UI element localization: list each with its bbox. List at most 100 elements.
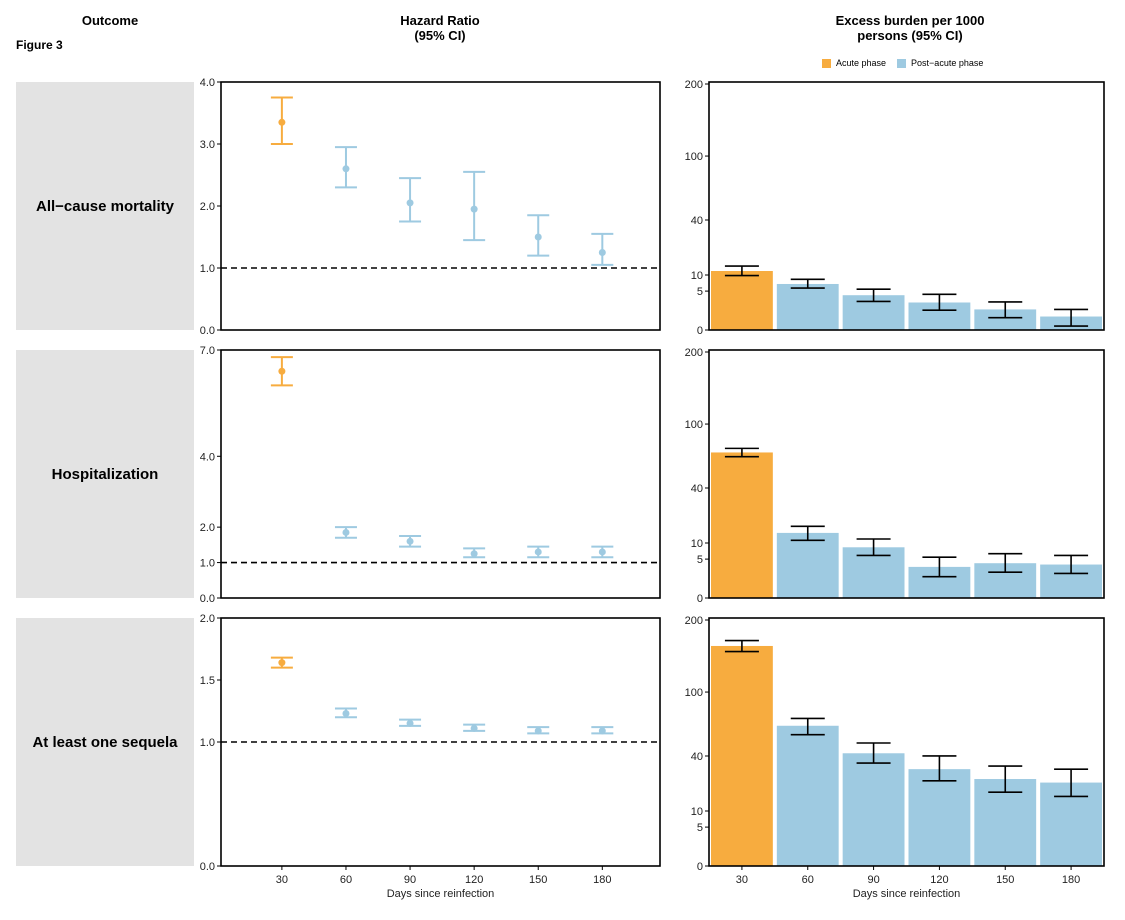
bar <box>842 753 905 866</box>
y-tick-label: 1.0 <box>200 263 215 275</box>
y-tick-label: 10 <box>691 806 703 818</box>
legend-swatch-acute <box>822 58 831 68</box>
x-tick-label: 60 <box>340 874 352 886</box>
bar <box>776 283 839 330</box>
y-tick-label: 200 <box>685 347 703 359</box>
bar <box>776 725 839 866</box>
hr-panel-2 <box>217 617 661 870</box>
excess-burden-header: Excess burden per 1000 persons (95% CI) <box>800 13 1020 43</box>
point-estimate <box>598 727 606 735</box>
bar <box>711 645 773 866</box>
x-tick-label: 90 <box>867 874 879 886</box>
bar <box>908 769 971 866</box>
excess-burden-header-line2: persons (95% CI) <box>857 28 963 43</box>
hr-panel-border <box>220 349 661 599</box>
hr-panel-0 <box>217 81 661 331</box>
point-estimate <box>342 165 350 173</box>
x-axis-label: Days since reinfection <box>387 888 495 900</box>
y-tick-label: 200 <box>685 615 703 627</box>
y-tick-label: 0.0 <box>200 325 215 337</box>
point-estimate <box>598 548 606 556</box>
row-label-hospitalization: Hospitalization <box>16 350 194 598</box>
legend: Acute phase Post−acute phase <box>822 58 983 68</box>
bar <box>974 309 1037 330</box>
point-estimate <box>406 199 414 207</box>
burden-panel-border <box>708 617 1105 867</box>
y-tick-label: 3.0 <box>200 139 215 151</box>
y-tick-label: 5 <box>697 822 703 834</box>
y-tick-label: 4.0 <box>200 451 215 463</box>
point-estimate <box>534 548 542 556</box>
point-estimate <box>470 205 478 213</box>
hazard-ratio-header-line2: (95% CI) <box>414 28 466 43</box>
y-tick-label: 0 <box>697 325 703 337</box>
burden-panel-border <box>708 81 1105 331</box>
y-tick-label: 40 <box>691 483 703 495</box>
point-estimate <box>406 719 414 727</box>
x-axis-label: Days since reinfection <box>853 888 961 900</box>
x-tick-label: 150 <box>529 874 547 886</box>
hazard-ratio-header-line1: Hazard Ratio <box>400 13 480 28</box>
x-tick-label: 150 <box>996 874 1014 886</box>
figure-label: Figure 3 <box>16 38 63 52</box>
x-tick-label: 180 <box>1062 874 1080 886</box>
y-tick-label: 7.0 <box>200 345 215 357</box>
legend-label-acute: Acute phase <box>836 58 887 68</box>
legend-swatch-post-acute <box>897 58 907 68</box>
bar <box>974 779 1037 866</box>
y-tick-label: 4.0 <box>200 77 215 89</box>
burden-panel-0 <box>705 81 1105 331</box>
y-tick-label: 10 <box>691 538 703 550</box>
x-tick-label: 30 <box>276 874 288 886</box>
y-tick-label: 200 <box>685 79 703 91</box>
x-tick-label: 60 <box>802 874 814 886</box>
point-estimate <box>342 528 350 536</box>
burden-panel-border <box>708 349 1105 599</box>
legend-label-post-acute: Post−acute phase <box>911 58 984 68</box>
y-tick-label: 100 <box>685 151 703 163</box>
x-tick-label: 120 <box>465 874 483 886</box>
bar <box>711 271 773 330</box>
row-label-sequela: At least one sequela <box>16 618 194 866</box>
point-estimate <box>534 727 542 735</box>
point-estimate <box>598 249 606 256</box>
burden-panel-2 <box>705 617 1105 870</box>
excess-burden-header-line1: Excess burden per 1000 <box>835 13 985 28</box>
point-estimate <box>342 709 350 717</box>
y-tick-label: 100 <box>685 687 703 699</box>
x-tick-label: 180 <box>593 874 611 886</box>
row-label-mortality: All−cause mortality <box>16 82 194 330</box>
outcome-header: Outcome <box>81 13 139 28</box>
x-tick-label: 120 <box>930 874 948 886</box>
bar <box>711 452 773 598</box>
hr-panel-1 <box>217 349 661 599</box>
y-tick-label: 2.0 <box>200 613 215 625</box>
y-tick-label: 0.0 <box>200 861 215 873</box>
point-estimate <box>470 550 478 558</box>
y-tick-label: 2.0 <box>200 522 215 534</box>
y-tick-label: 1.0 <box>200 558 215 570</box>
y-tick-label: 1.5 <box>200 675 215 687</box>
point-estimate <box>278 118 286 126</box>
hr-panel-border <box>220 81 661 331</box>
y-tick-label: 1.0 <box>200 737 215 749</box>
hazard-ratio-header: Hazard Ratio (95% CI) <box>360 13 520 43</box>
y-tick-label: 40 <box>691 751 703 763</box>
y-tick-label: 5 <box>697 286 703 298</box>
x-tick-label: 30 <box>736 874 748 886</box>
point-estimate <box>534 233 542 241</box>
burden-panel-1 <box>705 349 1105 599</box>
y-tick-label: 2.0 <box>200 201 215 213</box>
point-estimate <box>406 537 414 545</box>
y-tick-label: 10 <box>691 270 703 282</box>
y-tick-label: 0.0 <box>200 593 215 605</box>
y-tick-label: 100 <box>685 419 703 431</box>
y-tick-label: 5 <box>697 554 703 566</box>
point-estimate <box>470 724 478 732</box>
y-tick-label: 0 <box>697 593 703 605</box>
y-tick-label: 0 <box>697 861 703 873</box>
point-estimate <box>278 659 286 667</box>
x-tick-label: 90 <box>404 874 416 886</box>
point-estimate <box>278 367 286 375</box>
bar <box>776 532 839 598</box>
